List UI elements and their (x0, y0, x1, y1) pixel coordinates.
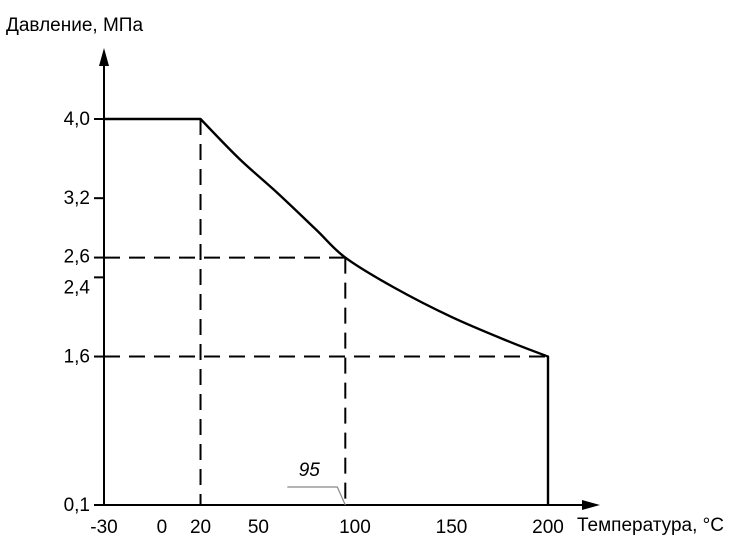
y-tick-label-5: 4,0 (64, 109, 90, 130)
x-tick-label-0: -30 (90, 517, 117, 538)
y-ticks-group: 0,1 1,6 2,4 2,6 3,2 4,0 (64, 109, 104, 516)
series-line-0 (104, 117, 550, 505)
x-tick-label-2: 20 (190, 517, 211, 538)
y-tick-label-0: 0,1 (64, 495, 90, 516)
x-ticks-group: -30 0 20 50 100 150 200 (90, 517, 564, 538)
annotation-label-0: 95 (299, 460, 321, 481)
annotation-leader-0 (287, 486, 346, 506)
y-tick-label-2: 2,4 (64, 277, 91, 298)
y-axis-title: Давление, МПа (6, 15, 143, 36)
reference-lines-group (104, 119, 548, 505)
y-axis-arrow-icon (99, 48, 109, 66)
y-tick-label-3: 2,6 (64, 247, 90, 268)
x-tick-label-1: 0 (157, 517, 168, 538)
x-tick-label-4: 100 (339, 517, 371, 538)
x-axis-title: Температура, °С (577, 515, 724, 536)
x-tick-label-5: 150 (436, 517, 468, 538)
annotations-group: 95 (287, 460, 346, 506)
series-group (104, 117, 550, 505)
x-tick-label-6: 200 (532, 517, 564, 538)
axes-group (99, 48, 600, 510)
y-tick-label-4: 3,2 (64, 188, 90, 209)
x-tick-label-3: 50 (248, 517, 269, 538)
y-tick-label-1: 1,6 (64, 347, 90, 368)
x-axis-arrow-icon (582, 500, 600, 510)
